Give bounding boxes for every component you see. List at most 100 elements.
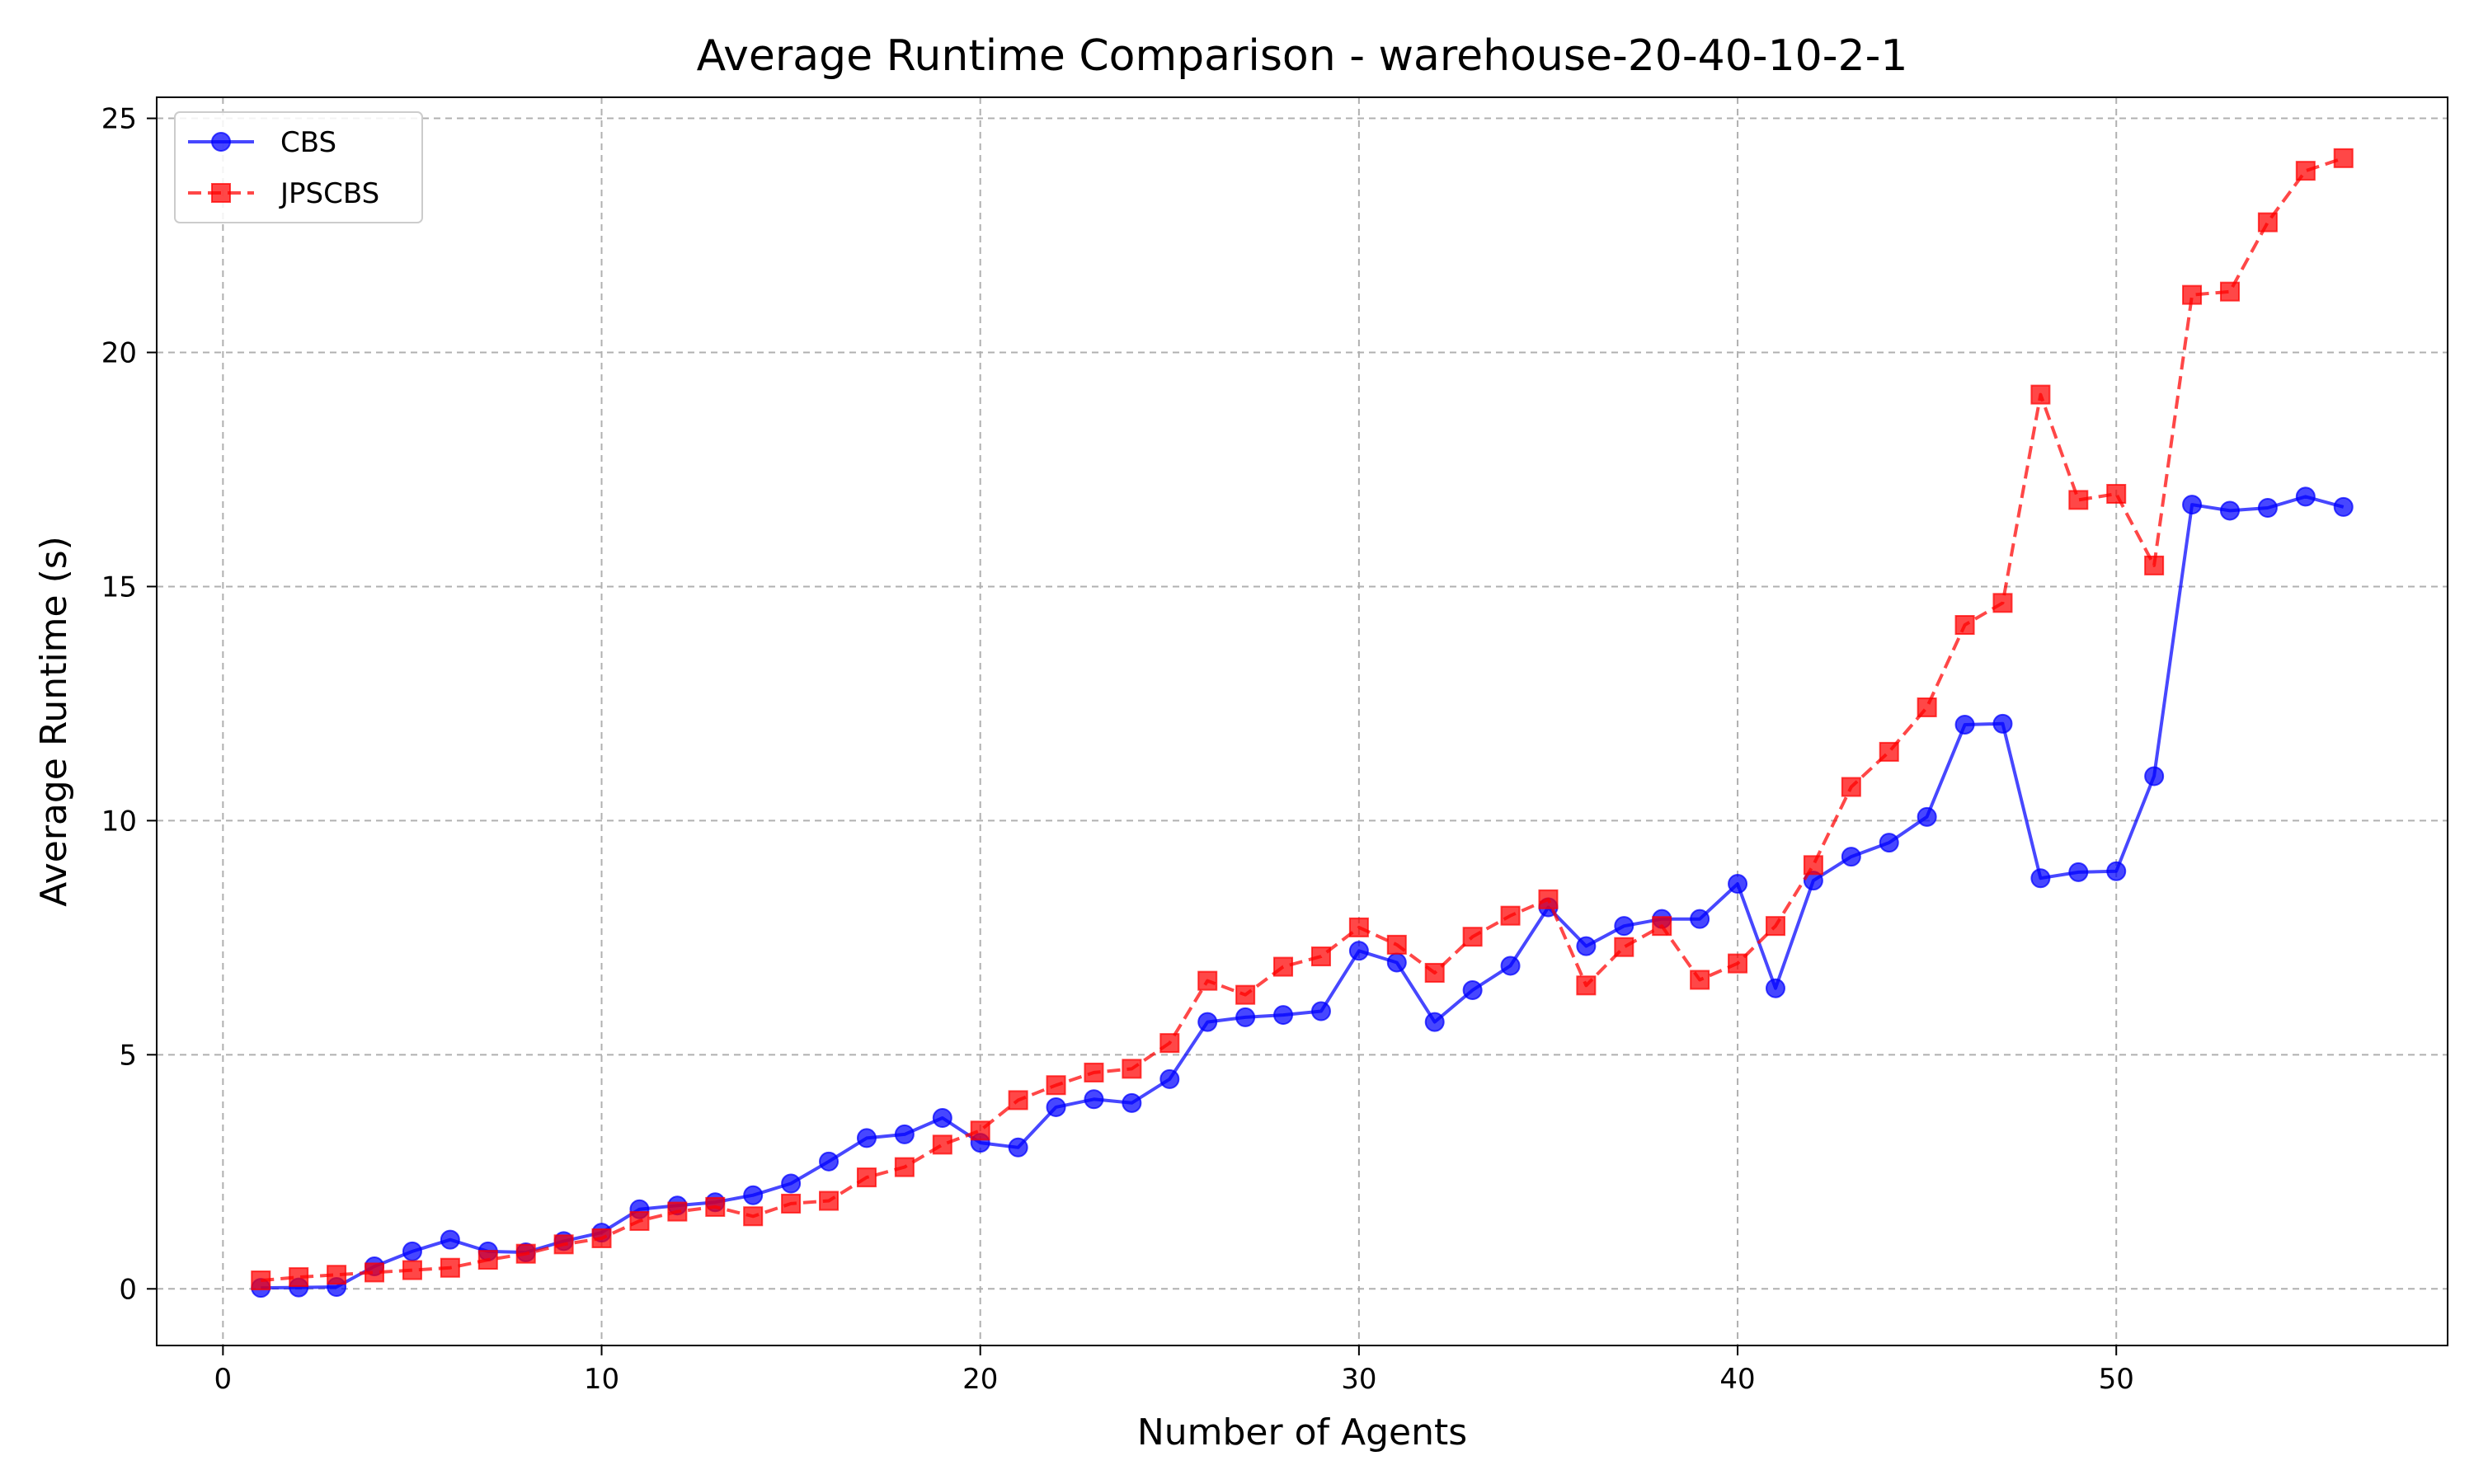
grid: [157, 97, 2448, 1345]
legend-item-cbs: CBS: [188, 126, 336, 159]
data-point: [2182, 495, 2203, 515]
data-point: [1386, 952, 1407, 973]
data-point: [1500, 956, 1521, 976]
data-point: [1424, 962, 1445, 983]
series-group: [251, 148, 2354, 1298]
data-point: [932, 1108, 952, 1129]
data-point: [365, 1262, 385, 1283]
data-point: [932, 1134, 952, 1155]
data-point: [1879, 741, 1899, 762]
data-point: [289, 1267, 309, 1288]
data-point: [1728, 953, 1748, 974]
y-tick-label: 5: [119, 1039, 137, 1072]
data-point: [402, 1260, 422, 1280]
data-point: [1841, 847, 1861, 867]
data-point: [1879, 833, 1899, 853]
y-tick-label: 0: [119, 1273, 137, 1306]
data-point: [1084, 1089, 1104, 1110]
data-point: [1008, 1090, 1028, 1111]
data-point: [819, 1190, 840, 1211]
legend-box: [174, 111, 423, 223]
data-point: [1462, 979, 1483, 1000]
data-point: [440, 1257, 460, 1278]
data-point: [856, 1167, 877, 1188]
data-point: [1500, 905, 1521, 926]
data-point: [1690, 909, 1710, 929]
data-point: [2219, 281, 2240, 302]
data-point: [2106, 861, 2127, 881]
data-point: [819, 1151, 840, 1172]
y-tick-label: 20: [101, 337, 137, 370]
data-point: [553, 1234, 574, 1255]
data-point: [2068, 862, 2089, 882]
data-point: [1348, 941, 1369, 961]
data-point: [2182, 284, 2203, 305]
data-point: [1576, 936, 1597, 956]
data-point: [1690, 970, 1710, 990]
data-point: [591, 1228, 612, 1248]
data-point: [894, 1157, 915, 1177]
data-point: [1614, 937, 1634, 957]
data-point: [1765, 916, 1785, 937]
data-point: [1310, 1001, 1331, 1021]
data-point: [1992, 593, 2013, 613]
data-point: [1462, 927, 1483, 947]
plot-area-frame: [156, 96, 2448, 1346]
data-point: [1917, 806, 1937, 827]
data-point: [743, 1206, 764, 1227]
data-point: [1803, 855, 1823, 876]
data-point: [2295, 161, 2316, 181]
data-point: [1273, 956, 1294, 977]
data-point: [2144, 766, 2165, 787]
x-axis-label: Number of Agents: [1137, 1411, 1467, 1453]
data-point: [1235, 984, 1256, 1005]
data-point: [1046, 1097, 1066, 1117]
y-tick-label: 15: [101, 571, 137, 603]
data-point: [2257, 498, 2278, 519]
legend-label: CBS: [280, 126, 336, 159]
x-tick-label: 50: [2099, 1363, 2134, 1396]
data-point: [743, 1185, 764, 1205]
legend: CBS JPSCBS: [174, 111, 423, 223]
axis-ticks: 0 10 20 30 40 50 0 5 10 15 20 25: [101, 103, 2134, 1396]
data-point: [1159, 1033, 1180, 1054]
data-point: [1424, 1012, 1445, 1032]
chart-title: Average Runtime Comparison - warehouse-2…: [697, 31, 1908, 81]
data-point: [1576, 975, 1597, 996]
data-point: [1841, 777, 1861, 797]
data-point: [1235, 1007, 1256, 1027]
data-point: [2030, 868, 2051, 889]
data-point: [327, 1265, 347, 1285]
data-point: [1310, 946, 1331, 967]
data-point: [1122, 1092, 1142, 1113]
x-tick-label: 0: [214, 1363, 233, 1396]
x-tick-label: 20: [962, 1363, 998, 1396]
data-point: [1046, 1075, 1066, 1096]
data-point: [1197, 1012, 1218, 1032]
legend-marker: [211, 132, 231, 152]
legend-item-jpscbs: JPSCBS: [188, 177, 379, 210]
data-point: [781, 1173, 802, 1194]
series-jpscbs: [251, 148, 2354, 1291]
legend-label: JPSCBS: [279, 177, 379, 210]
data-point: [1992, 713, 2013, 734]
data-point: [477, 1250, 498, 1270]
data-point: [1917, 697, 1937, 717]
x-tick-label: 10: [584, 1363, 619, 1396]
data-point: [251, 1270, 271, 1291]
data-point: [1197, 970, 1218, 991]
data-point: [1386, 934, 1407, 955]
data-point: [856, 1128, 877, 1148]
data-point: [1008, 1137, 1028, 1158]
data-point: [440, 1229, 460, 1250]
data-point: [2333, 496, 2354, 517]
data-point: [2257, 212, 2278, 232]
data-point: [515, 1243, 536, 1264]
data-point: [1159, 1068, 1180, 1089]
data-point: [402, 1241, 422, 1261]
data-point: [970, 1120, 990, 1141]
data-point: [2106, 484, 2127, 505]
x-tick-label: 30: [1341, 1363, 1376, 1396]
